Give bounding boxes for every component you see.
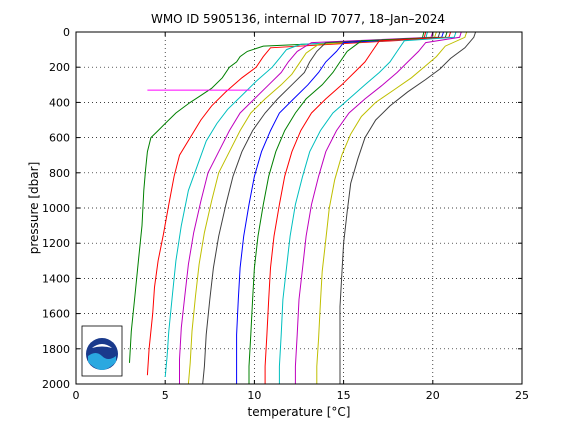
logo-wave (88, 353, 116, 370)
y-tick-label: 2000 (42, 378, 70, 391)
x-tick-label: 15 (337, 389, 351, 402)
profile-line-5 (187, 31, 437, 385)
profile-line-2 (146, 31, 427, 376)
x-tick-label: 20 (426, 389, 440, 402)
profile-line-4 (179, 31, 434, 384)
x-tick-label: 25 (515, 389, 529, 402)
profile-line-10 (278, 31, 457, 384)
profile-line-9 (264, 31, 452, 384)
x-tick-label: 10 (247, 389, 261, 402)
x-tick-label: 0 (73, 389, 80, 402)
plot-area (76, 32, 522, 384)
logo-bird (92, 344, 112, 348)
y-axis-label: pressure [dbar] (27, 162, 41, 255)
grid (76, 32, 522, 384)
y-tick-label: 400 (49, 96, 70, 109)
profile-line-11 (294, 31, 462, 384)
x-tick-label: 5 (162, 389, 169, 402)
y-tick-label: 800 (49, 167, 70, 180)
profile-line-12 (316, 31, 468, 384)
noaa-logo (81, 325, 123, 377)
y-tick-label: 1600 (42, 308, 70, 321)
y-tick-label: 1000 (42, 202, 70, 215)
series-group (129, 31, 477, 385)
profile-line-1 (129, 31, 425, 363)
x-axis-label: temperature [°C] (248, 405, 351, 419)
y-tick-label: 600 (49, 132, 70, 145)
profile-line-13 (339, 31, 477, 384)
axis-ticks: 0 5 10 15 20 25 0 200 400 600 800 1000 1200 1400 1600 1… (42, 26, 529, 402)
profile-line-6 (202, 31, 441, 385)
y-tick-label: 0 (63, 26, 70, 39)
y-tick-label: 200 (49, 61, 70, 74)
profile-line-8 (248, 31, 448, 384)
y-tick-label: 1800 (42, 343, 70, 356)
profile-line-7 (236, 31, 444, 384)
y-tick-label: 1200 (42, 237, 70, 250)
chart-title: WMO ID 5905136, internal ID 7077, 18–Jan… (151, 12, 445, 26)
profile-line-3 (164, 31, 428, 378)
y-tick-label: 1400 (42, 272, 70, 285)
